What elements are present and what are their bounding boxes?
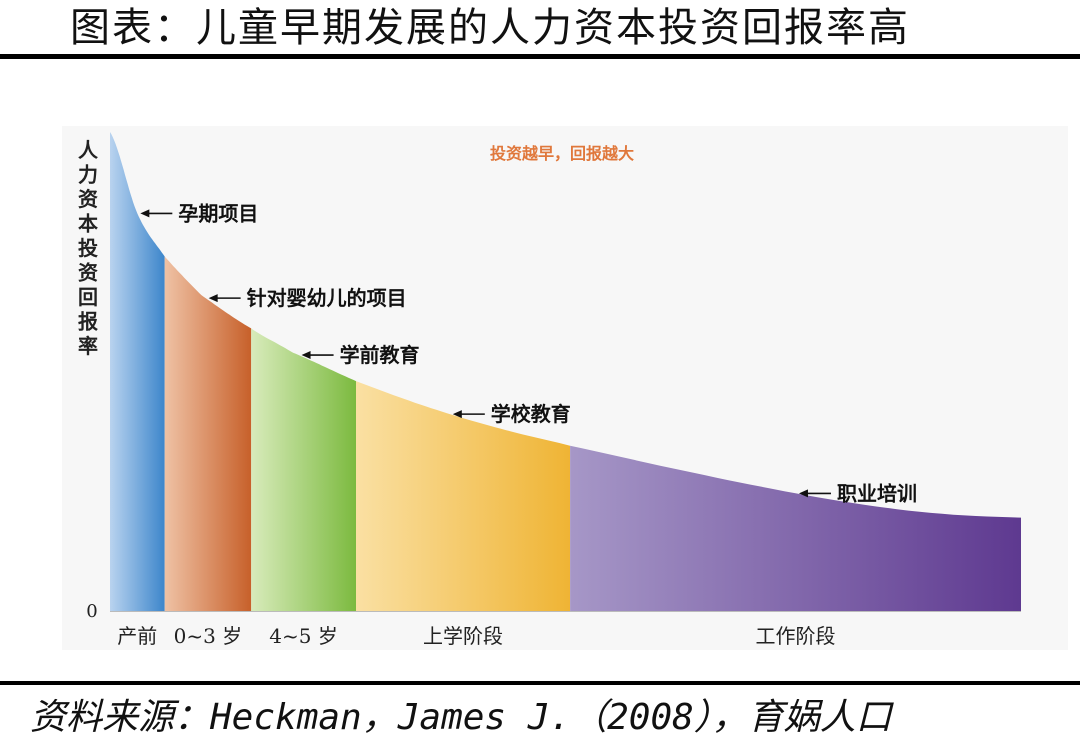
chart-title: 投资越早，回报越大 [490, 144, 634, 163]
stage-area [570, 445, 1021, 611]
stage-area [356, 381, 571, 611]
stage-area [164, 256, 252, 611]
annotation-label: 学校教育 [491, 402, 571, 426]
annotation: 针对婴幼儿的项目 [208, 286, 407, 310]
annotation-label: 学前教育 [340, 343, 420, 367]
annotation: 学前教育 [301, 343, 420, 367]
stage-label: 上学阶段 [423, 624, 503, 648]
area-layer [110, 132, 1021, 612]
arrow-head-icon [140, 209, 150, 218]
arrow-head-icon [208, 294, 218, 303]
stage-area [251, 328, 356, 611]
annotation: 职业培训 [798, 481, 917, 505]
arrow-head-icon [301, 351, 311, 360]
title-divider [0, 54, 1080, 59]
page-title: 图表：儿童早期发展的人力资本投资回报率高 [70, 5, 910, 51]
text-layer: 产前 0~3 岁 4~5 岁 上学阶段 工作阶段 0 人力资本投资回报率 投资越早，回报越大 [78, 138, 836, 648]
y-axis-zero-label: 0 [86, 601, 97, 622]
annotation-label: 针对婴幼儿的项目 [247, 286, 407, 310]
annotation: 学校教育 [452, 402, 571, 426]
stage-label: 0~3 岁 [174, 624, 243, 648]
arrow-head-icon [452, 410, 462, 419]
annotation-label: 孕期项目 [178, 201, 258, 225]
source-note: 资料来源：Heckman，James J.（2008），育娲人口 [30, 697, 892, 738]
stage-label: 4~5 岁 [269, 624, 338, 648]
annotation-label: 职业培训 [837, 481, 917, 505]
arrow-head-icon [798, 489, 808, 498]
stage-label: 工作阶段 [756, 624, 836, 648]
stage-area [110, 132, 165, 611]
annotation: 孕期项目 [140, 201, 258, 225]
stage-label: 产前 [117, 624, 157, 648]
y-axis-label: 人力资本投资回报率 [78, 138, 99, 358]
source-divider [0, 681, 1080, 685]
